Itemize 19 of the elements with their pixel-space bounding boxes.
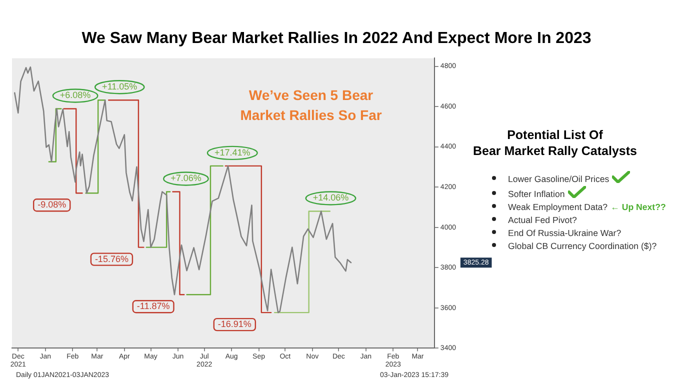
annotation: -9.08%: [38, 200, 66, 210]
annotation: +7.06%: [170, 173, 202, 184]
text: Lower Gasoline/Oil Prices: [507, 173, 610, 186]
text: Global CB Currency Coordination ($)?: [507, 240, 658, 253]
annotation: +17.41%: [214, 147, 250, 158]
text: ← Up Next??: [610, 202, 666, 212]
chart-title: We Saw Many Bear Market Rallies In 2022 And Expect More In 2023: [80, 30, 592, 48]
annotation: We’ve Seen 5 Bear Market Rallies So Far: [239, 86, 383, 125]
annotation: -16.91%: [218, 319, 252, 330]
annotation: -11.87%: [136, 301, 170, 312]
text: Weak Employment Data?: [508, 202, 608, 212]
annotation: +14.06%: [312, 192, 349, 203]
text: Actual Fed Pivot?: [507, 214, 578, 227]
text: End Of Russia-Ukraine War?: [507, 227, 622, 240]
annotation: +11.05%: [102, 82, 138, 92]
text: Softer Inflation: [507, 188, 566, 201]
annotation: +6.08%: [60, 90, 91, 100]
text: Potential List Of Bear Market Rally Catalysts: [472, 127, 638, 159]
annotation: -15.76%: [94, 254, 128, 264]
